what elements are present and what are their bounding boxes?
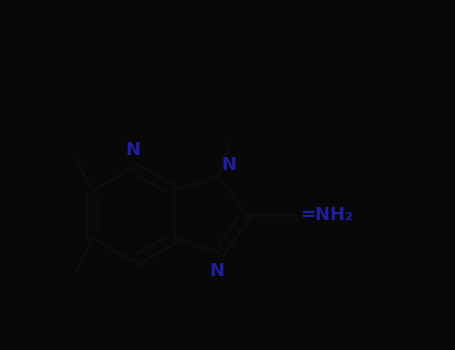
Text: =NH₂: =NH₂ bbox=[300, 206, 353, 224]
Text: N: N bbox=[222, 156, 236, 174]
Text: N: N bbox=[126, 141, 141, 159]
Text: N: N bbox=[209, 262, 224, 280]
